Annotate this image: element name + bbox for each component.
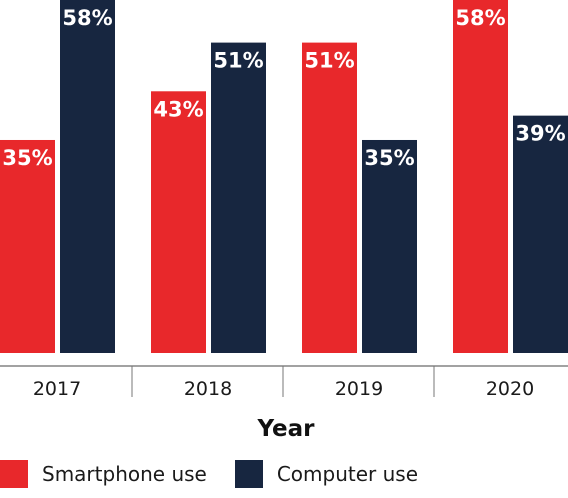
- bar-smartphone-use-2020: [453, 0, 508, 353]
- x-tick-label-2020: 2020: [486, 378, 534, 400]
- legend-swatch-computer: [234, 460, 263, 488]
- bar-label-smartphone-use-2019: 51%: [304, 49, 354, 73]
- bar-label-computer-use-2019: 35%: [364, 146, 414, 170]
- legend-item-computer: Computer use: [234, 460, 419, 488]
- bars: [0, 0, 568, 354]
- bar-label-computer-use-2020: 39%: [515, 122, 565, 146]
- x-axis-title: Year: [256, 416, 315, 442]
- legend-item-smartphone: Smartphone use: [0, 460, 207, 488]
- x-axis: 2017 2018 2019 2020: [0, 365, 568, 400]
- bar-computer-use-2019: [362, 139, 417, 353]
- legend: Smartphone use Computer use: [0, 456, 568, 492]
- x-tick-label-2018: 2018: [184, 378, 232, 400]
- x-tick-label-2019: 2019: [335, 378, 383, 400]
- bar-smartphone-use-2019: [302, 42, 357, 353]
- bar-label-computer-use-2017: 58%: [62, 6, 112, 30]
- bar-smartphone-use-2018: [151, 91, 206, 354]
- bar-smartphone-use-2017: [0, 139, 55, 353]
- bar-label-smartphone-use-2020: 58%: [455, 6, 505, 30]
- legend-label-computer: Computer use: [276, 462, 419, 486]
- x-tick-label-2017: 2017: [33, 378, 81, 400]
- bar-label-computer-use-2018: 51%: [213, 49, 263, 73]
- legend-swatch-smartphone: [0, 460, 28, 488]
- legend-label-smartphone: Smartphone use: [42, 462, 207, 486]
- bar-computer-use-2020: [513, 115, 568, 353]
- bar-computer-use-2017: [60, 0, 115, 353]
- bar-computer-use-2018: [211, 42, 266, 353]
- bar-chart: 35% 43% 51% 58% 58% 51% 35% 39% 2017 2018 2019 202…: [0, 0, 568, 442]
- bar-label-smartphone-use-2018: 43%: [153, 97, 203, 121]
- bar-label-smartphone-use-2017: 35%: [2, 146, 52, 170]
- bar-value-labels: 35% 43% 51% 58% 58% 51% 35% 39%: [2, 6, 565, 170]
